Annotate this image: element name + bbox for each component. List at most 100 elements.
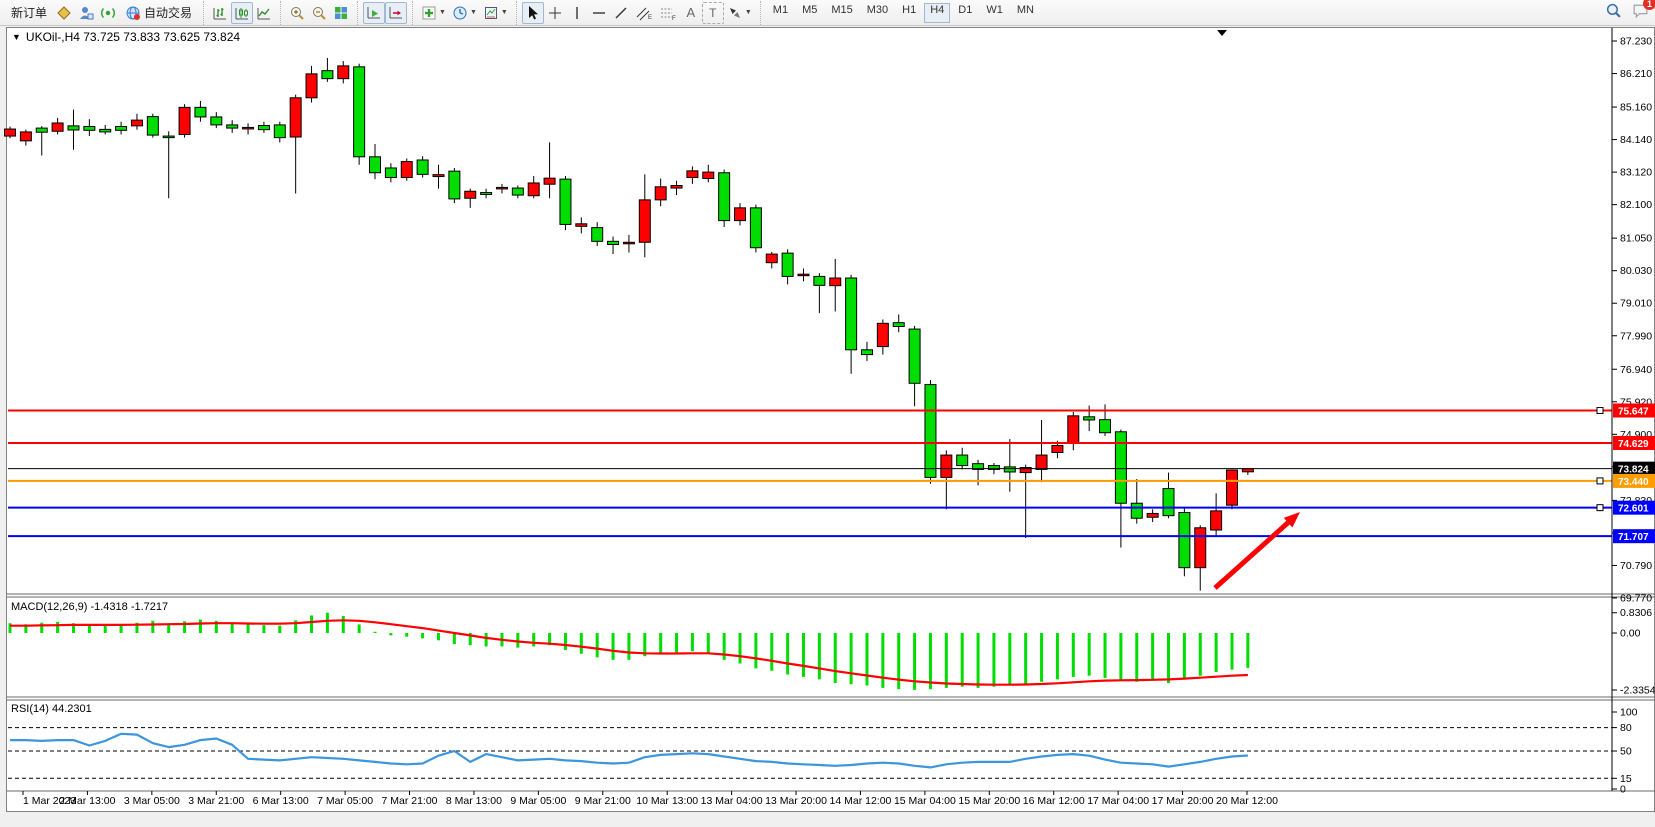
hline-handle[interactable] <box>1596 406 1604 414</box>
rsi-line <box>10 732 1248 769</box>
main-toolbar: 新订单 自动交易 <box>0 0 1655 26</box>
auto-scroll-button[interactable] <box>363 1 386 24</box>
chat-icon[interactable]: 1 <box>1632 0 1655 24</box>
timeframe-button-d1[interactable]: D1 <box>958 3 973 16</box>
chart-shift-button[interactable] <box>385 1 408 24</box>
rsi-axis-tick: 100 <box>1620 707 1638 719</box>
indicators-button[interactable]: ▼ <box>418 2 449 24</box>
fibonacci-tool-button[interactable]: F <box>656 2 680 24</box>
chart-window[interactable] <box>6 27 1655 812</box>
time-axis-label: 17 Mar 20:00 <box>1152 795 1214 807</box>
chevron-down-icon[interactable]: ▼ <box>469 9 477 16</box>
vertical-line-tool-button[interactable] <box>566 2 588 24</box>
notification-badge: 1 <box>1643 0 1655 10</box>
time-axis-label: 3 Mar 21:00 <box>188 795 244 807</box>
periods-button[interactable]: ▼ <box>449 2 480 24</box>
price-axis-tick: 84.140 <box>1620 134 1652 146</box>
time-axis-label: 7 Mar 05:00 <box>317 795 373 807</box>
time-axis-label: 9 Mar 21:00 <box>575 795 631 807</box>
fib-letter: F <box>672 16 676 21</box>
gold-diamond-icon[interactable] <box>53 2 75 24</box>
price-axis-tick: 86.210 <box>1620 68 1652 80</box>
search-icon[interactable] <box>1605 2 1622 24</box>
price-axis-tick: 77.990 <box>1620 330 1652 342</box>
channel-tool-button[interactable]: E <box>632 2 656 24</box>
time-axis-label: 13 Mar 04:00 <box>701 795 763 807</box>
chevron-down-icon[interactable]: ▼ <box>744 9 752 16</box>
price-axis-tick: 80.030 <box>1620 265 1652 277</box>
time-axis-label: 10 Mar 13:00 <box>636 795 698 807</box>
bar-chart-button[interactable] <box>209 2 231 24</box>
window-bottom-strip <box>0 812 1655 827</box>
timeframe-button-m1[interactable]: M1 <box>772 3 789 16</box>
timeframe-button-h4[interactable]: H4 <box>924 2 951 23</box>
text-label-tool-button[interactable]: T <box>701 1 724 24</box>
hline-handle[interactable] <box>1596 504 1604 512</box>
chevron-down-icon[interactable]: ▼ <box>439 9 446 16</box>
chart-title: ▼ UKOil-,H4 73.725 73.833 73.625 73.824 <box>12 30 241 44</box>
macd-axis-tick: 0.00 <box>1620 628 1641 640</box>
hline-handle[interactable] <box>1596 477 1604 485</box>
zoom-out-button[interactable] <box>308 2 330 24</box>
time-axis-label: 13 Mar 20:00 <box>765 795 827 807</box>
price-axis-tick: 85.160 <box>1620 102 1652 114</box>
signals-icon[interactable] <box>97 2 119 24</box>
candlestick-chart-button[interactable] <box>231 1 254 24</box>
time-axis-label: 3 Mar 05:00 <box>124 795 180 807</box>
line-chart-button[interactable] <box>253 2 275 24</box>
timeframe-button-m30[interactable]: M30 <box>866 3 889 16</box>
globe-icon <box>126 6 141 20</box>
rsi-axis-tick: 80 <box>1620 722 1632 734</box>
annotation-arrow[interactable] <box>1213 520 1290 590</box>
price-badge-74.629 <box>1613 435 1655 450</box>
horizontal-line-tool-button[interactable] <box>588 2 610 24</box>
macd-axis-tick: 0.8306 <box>1620 607 1652 619</box>
timeframe-group: M1 M5 M15 M30 H1 H4 D1 W1 MN <box>759 0 1044 25</box>
timeframe-button-mn[interactable]: MN <box>1016 3 1034 16</box>
macd-axis-tick: -2.3354 <box>1620 684 1655 696</box>
timeframe-button-h1[interactable]: H1 <box>902 3 917 16</box>
timeframe-button-m5[interactable]: M5 <box>802 3 818 16</box>
price-axis-tick: 70.790 <box>1620 560 1652 572</box>
price-axis-tick: 83.120 <box>1620 167 1652 179</box>
auto-trading-button[interactable]: 自动交易 <box>119 2 198 24</box>
price-badge-71.707 <box>1613 529 1655 544</box>
trendline-tool-button[interactable] <box>610 2 632 24</box>
time-axis-label: 8 Mar 13:00 <box>446 795 502 807</box>
price-axis-tick: 76.940 <box>1620 364 1652 376</box>
arrows-tool-button[interactable]: ▼ <box>724 2 755 24</box>
timeframe-button-w1[interactable]: W1 <box>986 3 1003 16</box>
annotation-arrowhead <box>1283 512 1300 528</box>
tile-windows-button[interactable] <box>330 2 352 24</box>
chevron-down-icon[interactable]: ▼ <box>500 9 508 16</box>
templates-button[interactable]: ▼ <box>480 2 511 24</box>
zoom-in-button[interactable] <box>286 2 308 24</box>
cursor-tool-button[interactable] <box>521 1 544 24</box>
price-axis-tick: 87.230 <box>1620 36 1652 48</box>
chart-shift-marker[interactable] <box>1217 30 1227 36</box>
rsi-axis-tick: 15 <box>1620 773 1632 785</box>
svg-text:73.440: 73.440 <box>1618 477 1649 488</box>
svg-text:74.629: 74.629 <box>1618 439 1649 450</box>
price-axis-tick: 82.100 <box>1620 199 1652 211</box>
crosshair-tool-button[interactable] <box>544 2 566 24</box>
rsi-indicator-label: RSI(14) 44.2301 <box>11 703 92 715</box>
svg-text:73.824: 73.824 <box>1618 465 1649 476</box>
price-badge-72.601 <box>1613 500 1655 515</box>
collapse-triangle-icon[interactable]: ▼ <box>12 32 21 42</box>
channel-letter: E <box>648 15 652 21</box>
svg-text:71.707: 71.707 <box>1618 532 1649 543</box>
timeframe-button-m15[interactable]: M15 <box>831 3 853 16</box>
time-axis-label: 9 Mar 05:00 <box>510 795 566 807</box>
time-axis-label: 20 Mar 12:00 <box>1216 795 1278 807</box>
price-axis-tick: 81.050 <box>1620 233 1652 245</box>
text-tool-button[interactable]: A <box>686 5 696 20</box>
time-axis-label: 16 Mar 12:00 <box>1023 795 1085 807</box>
rsi-axis-tick: 0 <box>1620 784 1626 796</box>
rsi-axis-tick: 50 <box>1620 746 1632 758</box>
time-axis-label: 15 Mar 20:00 <box>958 795 1020 807</box>
profile-icon[interactable] <box>75 2 97 24</box>
svg-text:75.647: 75.647 <box>1618 406 1649 417</box>
new-order-button[interactable]: 新订单 <box>11 6 48 20</box>
